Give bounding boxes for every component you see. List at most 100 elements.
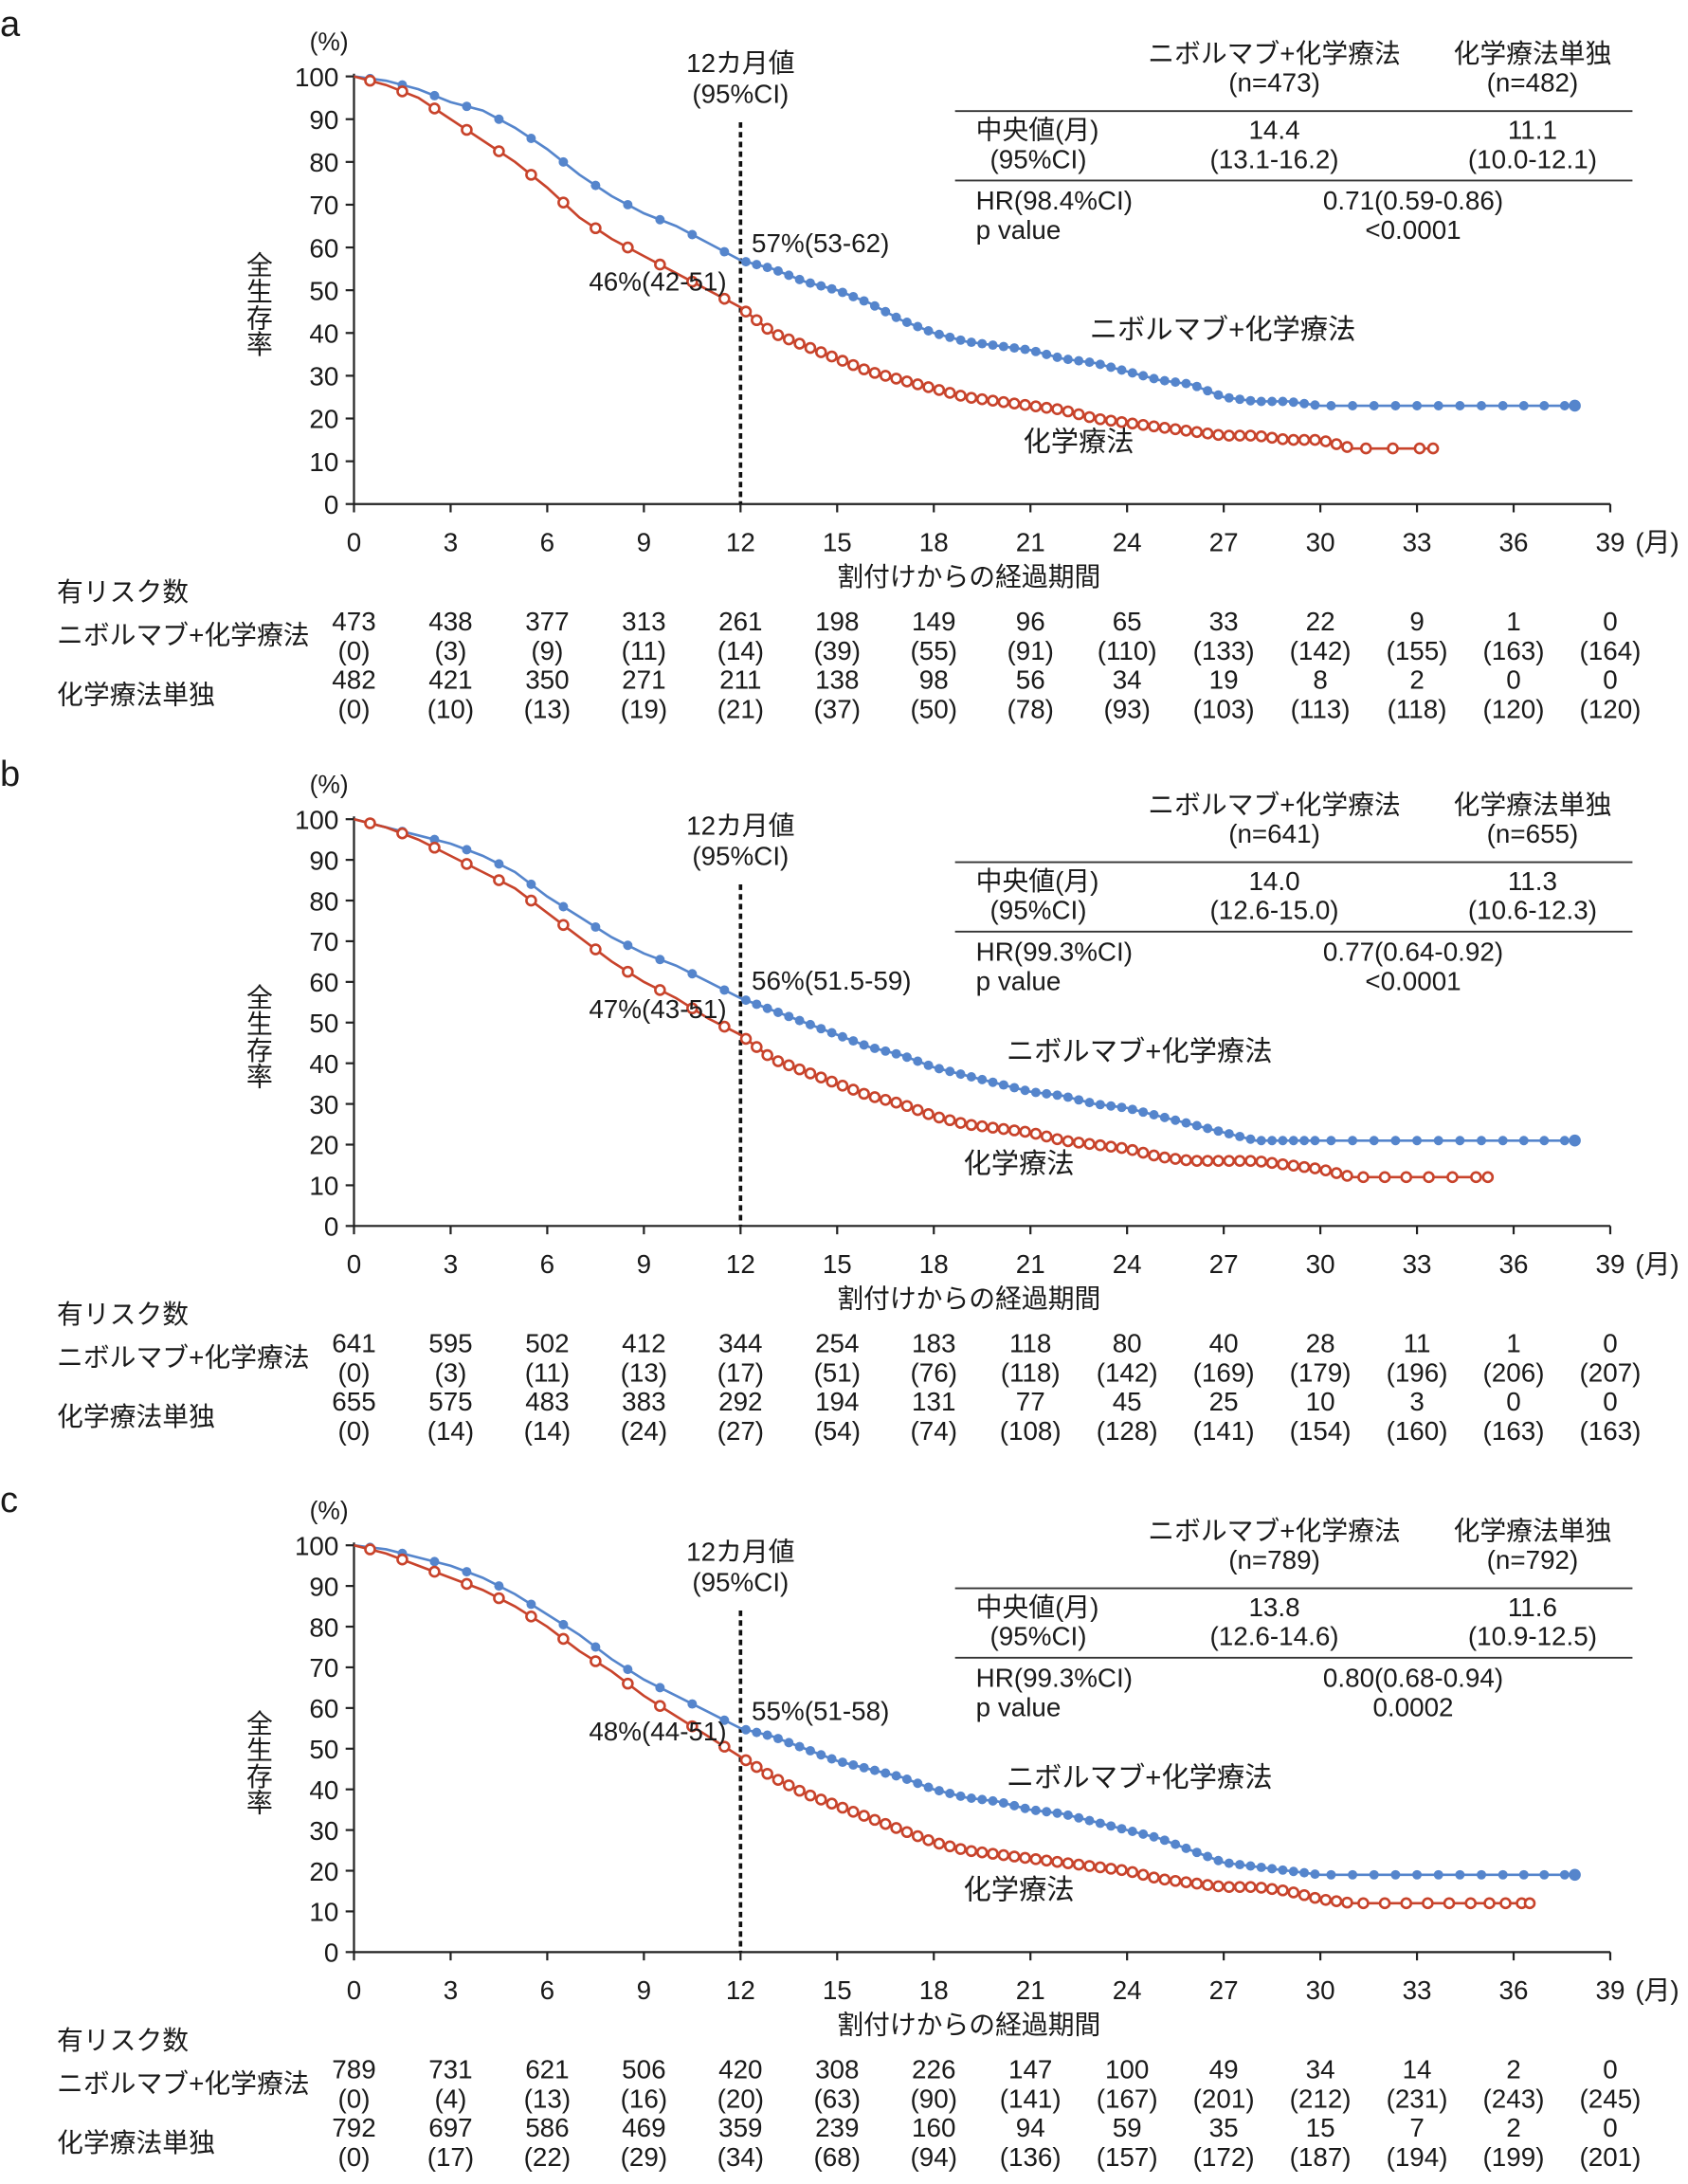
median-chemo-ci: (10.0-12.1) <box>1468 144 1597 173</box>
nivo-curve-label: ニボルマブ+化学療法 <box>1090 314 1356 345</box>
median-chemo-ci: (10.9-12.5) <box>1468 1622 1597 1651</box>
nivo-censor-mark <box>1299 1867 1310 1878</box>
risk-censored: (179) <box>1290 1357 1352 1387</box>
nivo-censor-mark <box>1267 1864 1278 1874</box>
chemo-censor-mark <box>836 1801 849 1814</box>
y-tick-label: 30 <box>309 1816 338 1846</box>
chemo-censor-mark <box>1277 1157 1289 1171</box>
chemo-censor-mark <box>1029 1127 1043 1140</box>
chemo-curve-label: 化学療法 <box>963 1149 1074 1180</box>
risk-number: 412 <box>622 1329 665 1358</box>
risk-censored: (13) <box>524 694 571 723</box>
risk-censored: (93) <box>1103 694 1150 723</box>
risk-number: 239 <box>815 2113 859 2142</box>
nivo-censor-mark <box>526 134 536 144</box>
y-tick-label: 10 <box>309 1898 338 1927</box>
risk-number: 292 <box>718 1387 762 1416</box>
nivo-censor-mark <box>752 260 762 270</box>
risk-censored: (212) <box>1290 2084 1352 2113</box>
chemo-censor-mark <box>1470 1171 1482 1184</box>
nivo-censor-mark <box>794 1741 805 1752</box>
risk-censored: (13) <box>621 1357 667 1387</box>
chemo-censor-mark <box>1062 405 1075 418</box>
chemo-censor-mark <box>739 1754 753 1767</box>
chemo-censor-mark <box>836 1079 849 1092</box>
chemo-censor-mark <box>1190 1877 1204 1890</box>
chemo-censor-mark <box>771 1055 785 1067</box>
chemo-censor-mark <box>1094 412 1107 426</box>
nivo-censor-mark <box>1278 1865 1288 1875</box>
hr-label: HR(99.3%CI) <box>976 1664 1133 1693</box>
risk-number: 56 <box>1016 665 1045 695</box>
chemo-censor-mark <box>890 1822 902 1834</box>
chemo-censor-mark <box>1136 418 1150 431</box>
x-tick-label: 9 <box>637 1975 651 2005</box>
nivo-censor-mark <box>816 1024 826 1034</box>
y-tick-label: 30 <box>309 1090 338 1119</box>
nivo-censor-mark <box>462 1567 472 1577</box>
nivo-censor-mark <box>1127 1827 1137 1837</box>
panel-label: c <box>0 1481 18 1520</box>
chemo-12m-annotation: 47%(43-51) <box>589 994 726 1024</box>
chemo-censor-mark <box>493 1592 505 1605</box>
nivo-censor-mark <box>1497 1869 1508 1880</box>
nivo-censor-mark <box>719 985 730 995</box>
risk-censored: (0) <box>337 2084 370 2113</box>
chemo-censor-mark <box>1190 426 1204 439</box>
nivo-censor-mark <box>923 1782 934 1793</box>
chemo-censor-mark <box>1443 1897 1456 1910</box>
risk-censored: (91) <box>1007 636 1053 665</box>
risk-number: 420 <box>718 2055 762 2084</box>
chemo-censor-mark <box>1180 424 1192 437</box>
x-tick-label: 15 <box>823 1249 852 1279</box>
chemo-censor-mark <box>814 1071 827 1083</box>
nivo-censor-mark <box>1106 1821 1116 1831</box>
risk-number: 147 <box>1008 2055 1052 2084</box>
nivo-censor-mark <box>945 1788 955 1798</box>
median-nivo-ci: (12.6-14.6) <box>1210 1622 1339 1651</box>
chemo-curve-label: 化学療法 <box>1023 427 1134 458</box>
risk-row-label: 化学療法単独 <box>57 681 215 710</box>
risk-censored: (14) <box>524 1416 571 1446</box>
nivo-censor-mark <box>934 329 944 339</box>
risk-censored: (201) <box>1580 2142 1642 2172</box>
risk-censored: (206) <box>1483 1357 1545 1387</box>
chemo-censor-mark <box>1422 1897 1434 1910</box>
nivo-censor-mark <box>1203 1123 1213 1134</box>
chemo-censor-mark <box>1212 1155 1225 1167</box>
chemo-censor-mark <box>1007 397 1021 410</box>
chemo-censor-mark <box>943 1114 956 1127</box>
nivo-censor-mark <box>429 834 440 845</box>
nivo-censor-mark <box>1009 343 1020 354</box>
risk-censored: (4) <box>434 2084 466 2113</box>
median-nivo-ci: (12.6-15.0) <box>1210 896 1339 925</box>
nivo-censor-mark <box>1138 371 1149 381</box>
x-tick-label: 30 <box>1306 1249 1335 1279</box>
risk-number: 138 <box>815 665 859 695</box>
chemo-censor-mark <box>686 1002 699 1015</box>
y-tick-label: 60 <box>309 1694 338 1723</box>
chemo-censor-mark <box>783 1059 795 1072</box>
nivo-censor-mark <box>913 321 923 332</box>
nivo-censor-mark <box>1497 1136 1508 1146</box>
risk-censored: (51) <box>814 1357 861 1387</box>
chemo-censor-mark <box>1148 1871 1160 1884</box>
nivo-censor-mark <box>1412 1869 1423 1880</box>
nivo-censor-mark <box>558 1619 569 1629</box>
risk-number: 33 <box>1209 607 1239 636</box>
x-tick-label: 27 <box>1209 528 1239 557</box>
median-chemo-ci: (10.6-12.3) <box>1468 896 1597 925</box>
nivo-censor-mark <box>891 1771 901 1781</box>
chemo-censor-mark <box>1446 1171 1459 1184</box>
x-tick-label: 39 <box>1596 528 1625 557</box>
x-tick-label: 33 <box>1403 1975 1432 2005</box>
chemo-censor-mark <box>1233 429 1246 442</box>
y-tick-label: 80 <box>309 148 338 177</box>
nivo-12m-annotation: 56%(51.5-59) <box>752 966 912 995</box>
chemo-censor-mark <box>987 1121 999 1134</box>
nivo-censor-mark <box>1159 1112 1170 1122</box>
risk-censored: (50) <box>911 694 957 723</box>
risk-number: 40 <box>1209 1329 1239 1358</box>
x-tick-label: 15 <box>823 528 852 557</box>
risk-number: 15 <box>1306 2113 1335 2142</box>
